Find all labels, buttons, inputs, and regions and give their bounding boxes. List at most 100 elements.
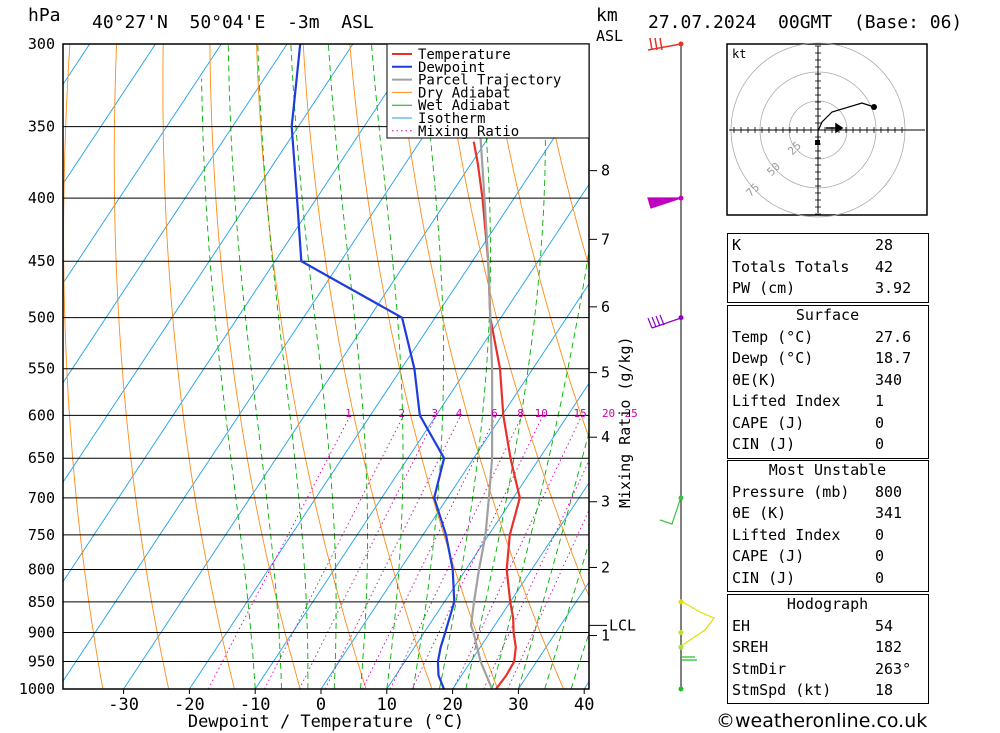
x-tick-label: -10 (240, 695, 271, 715)
dry-adiabat-line (302, 44, 433, 689)
wind-barb (659, 496, 682, 525)
pressure-tick-label: 700 (28, 489, 55, 507)
sounding-series (290, 44, 521, 689)
pressure-tick-label: 350 (28, 118, 55, 136)
isotherm-line (63, 44, 222, 285)
table-row: EH 54 (732, 616, 894, 635)
location-title: 40°27'N 50°04'E -3m ASL (92, 12, 374, 33)
pressure-tick-label: 400 (28, 189, 55, 207)
pressure-tick-label: 800 (28, 560, 55, 578)
mixing-ratio-line (298, 415, 438, 689)
height-tick-label: 6 (601, 298, 610, 316)
mixing-ratio-label: 4 (456, 407, 463, 420)
table-row: Pressure (mb) 800 (732, 482, 903, 501)
wind-level-dot (678, 315, 684, 321)
mixing-ratio-label: 20 (602, 407, 615, 420)
hodograph-trace (817, 102, 875, 143)
wet-adiabat-line (438, 44, 491, 689)
isotherm-line (254, 183, 589, 689)
table-row: θE (K) 341 (732, 504, 903, 522)
isotherm-line (189, 84, 589, 689)
height-tick-label: 8 (601, 162, 610, 180)
wet-adiabat-line (465, 44, 546, 689)
mixing-ratio-label: 15 (573, 407, 586, 420)
legend-entry: Parcel Trajectory (418, 73, 561, 89)
wind-profile (647, 37, 715, 692)
wind-level-dot (678, 630, 684, 636)
wind-barb (680, 600, 715, 647)
legend-entry: Mixing Ratio (418, 124, 519, 140)
series-dewpoint (290, 44, 456, 689)
pressure-tick-label: 900 (28, 624, 55, 642)
wind-level-dot (678, 599, 684, 605)
wet-adiabat-line (517, 430, 589, 689)
storm-motion-arrow (826, 122, 844, 134)
mixing-ratio-line (483, 459, 589, 689)
hodograph-unit: kt (732, 47, 746, 61)
footer-copyright[interactable]: ©weatheronline.co.uk (716, 710, 928, 732)
height-tick-label: 4 (601, 428, 610, 446)
x-tick-label: 40 (574, 695, 594, 715)
height-tick-label: 3 (601, 493, 610, 511)
wind-barb (647, 314, 682, 329)
mixing-ratio-label: 6 (491, 407, 498, 420)
mixing-ratio-line (264, 415, 405, 689)
mixing-ratio-line (411, 415, 544, 689)
plot-frame (62, 43, 590, 690)
hodograph-title: Hodograph (786, 595, 869, 613)
table-row: StmDir 263° (732, 659, 912, 678)
isotherm-line (123, 44, 551, 689)
lcl-label: LCL (609, 616, 636, 634)
dry-adiabat-line (489, 44, 589, 440)
x-tick-label: 20 (442, 695, 462, 715)
wet-adiabat-line (257, 44, 309, 689)
isotherm-line (386, 382, 589, 689)
mixing-ratio-title: Mixing Ratio (g/kg) (616, 336, 634, 508)
series-parcel-trajectory (469, 44, 494, 689)
legend-frame (386, 43, 590, 139)
dry-adiabat-line (535, 44, 589, 269)
datetime-title: 27.07.2024 00GMT (Base: 06) (648, 12, 962, 33)
mixing-ratio-label: 25 (625, 407, 638, 420)
hodograph-box (727, 594, 929, 704)
x-tick-label: -20 (174, 695, 205, 715)
wet-adiabat-line (371, 44, 404, 689)
dry-adiabat-line (113, 44, 170, 689)
height-tick-label: 5 (601, 364, 610, 382)
table-row: K 28 (732, 236, 894, 254)
legend-entry: Temperature (418, 47, 511, 63)
wet-adiabat-line (544, 541, 589, 689)
pressure-tick-label: 600 (28, 406, 55, 424)
isotherm-line (63, 44, 288, 384)
mixing-ratio-line (324, 415, 462, 689)
mixing-ratio-line (452, 415, 583, 689)
mixing-ratio-line (389, 415, 523, 689)
table-row: SREH 182 (732, 638, 903, 656)
x-tick-label: 30 (508, 695, 528, 715)
pressure-tick-label: 450 (28, 252, 55, 270)
height-unit-asl: ASL (596, 27, 623, 45)
mixing-ratio-line (362, 415, 497, 689)
dry-adiabat-line (63, 44, 104, 689)
wind-barb (647, 37, 682, 51)
hodograph-end-dot (871, 104, 877, 110)
most-unstable-table: Most Unstable Pressure (mb) 800 θE (K) 341… (728, 460, 927, 589)
table-row: StmSpd (kt) 18 (732, 681, 894, 699)
wind-barb (647, 197, 682, 209)
table-row: Dewp (°C) 18.7 (732, 349, 912, 367)
legend-entry: Dewpoint (418, 60, 485, 76)
table-row: CIN (J) 0 (732, 568, 885, 587)
pressure-tick-label: 850 (28, 593, 55, 611)
mixing-ratio-label: 1 (345, 407, 352, 420)
wind-level-dot (678, 686, 684, 692)
pressure-unit: hPa (28, 5, 61, 26)
indices-table: K 28 Totals Totals 42 PW (cm) 3.92 (728, 235, 927, 300)
wind-barb (681, 656, 697, 661)
x-tick-label: 0 (316, 695, 326, 715)
mixing-ratio-label: 2 (398, 407, 405, 420)
pressure-tick-label: 950 (28, 653, 55, 671)
dry-adiabat-line (256, 44, 367, 689)
height-tick-label: 7 (601, 230, 610, 248)
height-axis: 1 2 3 4 5 6 7 8 LCL (589, 162, 636, 645)
